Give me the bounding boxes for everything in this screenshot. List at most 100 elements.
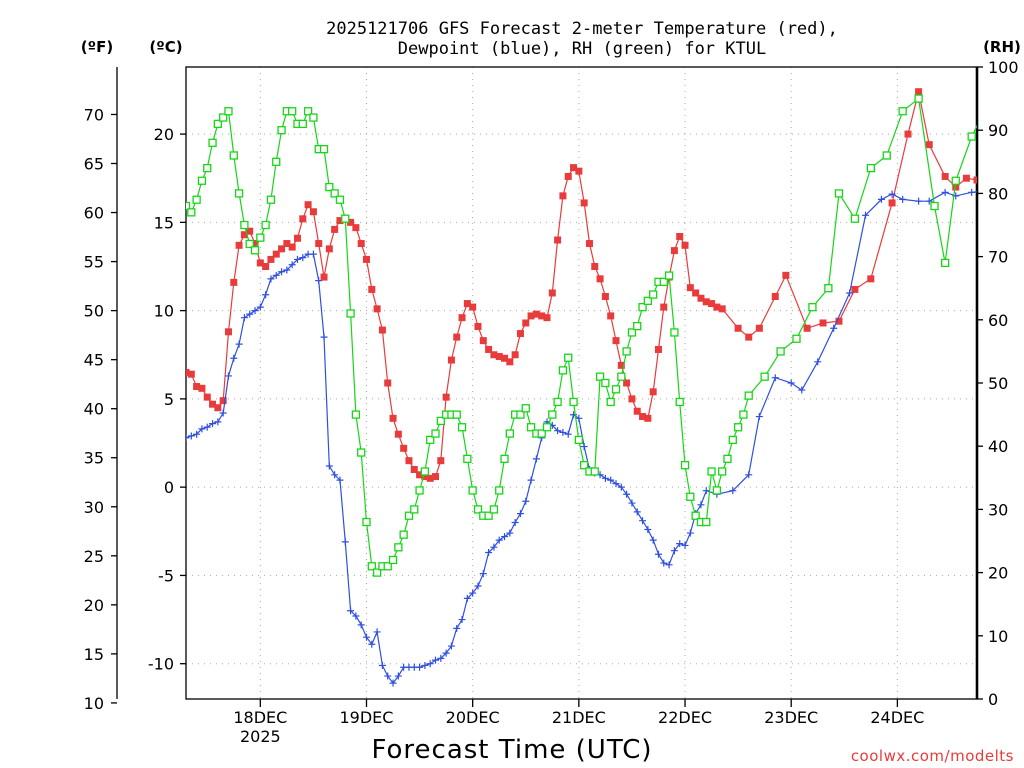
rh-tick-label: 90 — [988, 121, 1008, 140]
temperature-point — [394, 430, 402, 438]
temperature-point — [485, 345, 493, 353]
rh-point — [776, 347, 785, 356]
rh-point — [388, 555, 398, 565]
dewpoint-point — [198, 425, 206, 433]
rh-point — [484, 511, 493, 520]
temperature-point — [437, 457, 445, 465]
dewpoint-point — [686, 529, 694, 537]
temperature-point — [304, 201, 312, 209]
x-tick-label: 18DEC — [233, 708, 287, 727]
rh-point — [595, 372, 605, 381]
rh-point — [420, 467, 430, 476]
temperature-point — [681, 241, 689, 249]
temperature-point — [400, 444, 408, 452]
temperature-point — [511, 351, 519, 359]
rh-point — [633, 321, 642, 331]
rh-point — [192, 195, 201, 204]
rh-point — [346, 309, 355, 318]
temperature-point — [580, 199, 588, 207]
rh-point — [670, 328, 679, 337]
fahrenheit-tick-label: 60 — [84, 204, 104, 223]
rh-point — [882, 151, 891, 160]
rh-point — [372, 568, 382, 577]
rh-point — [505, 429, 514, 438]
rh-point — [468, 486, 477, 495]
rh-point — [718, 467, 727, 476]
temperature-point — [288, 243, 296, 251]
dewpoint-point — [421, 661, 429, 669]
rh-point — [240, 220, 249, 230]
temperature-point — [617, 361, 625, 369]
dewpoint-point — [246, 310, 254, 318]
rh-point — [457, 423, 467, 432]
dewpoint-point — [352, 612, 360, 620]
celsius-unit-label: (ºC) — [149, 38, 182, 56]
temperature-point — [888, 199, 896, 207]
x-tick-label: 20DEC — [446, 708, 500, 727]
rh-point — [266, 195, 276, 204]
rh-tick-label: 40 — [988, 437, 1008, 456]
dewpoint-point — [516, 510, 524, 518]
temperature-point — [575, 167, 583, 175]
temperature-point — [548, 289, 556, 297]
rh-point — [325, 182, 334, 192]
temperature-point — [267, 255, 275, 263]
dewpoint-point — [256, 303, 264, 311]
rh-point — [367, 562, 376, 571]
temperature-point — [198, 384, 206, 392]
fahrenheit-tick-label: 20 — [84, 596, 104, 615]
temperature-point — [952, 183, 960, 191]
dewpoint-point — [639, 517, 647, 525]
rh-point — [617, 372, 626, 381]
dewpoint-point — [384, 672, 392, 680]
fahrenheit-tick-label: 25 — [84, 547, 104, 566]
rh-point — [580, 461, 589, 470]
dewpoint-point — [230, 354, 238, 362]
dewpoint-point — [214, 418, 222, 426]
dewpoint-point — [665, 561, 673, 569]
temperature-point — [654, 345, 662, 353]
rh-point — [431, 429, 440, 438]
temperature-point — [230, 278, 238, 286]
dewpoint-point — [240, 314, 248, 322]
dewpoint-point — [209, 420, 217, 428]
celsius-tick-label: 20 — [154, 125, 174, 144]
dewpoint-point — [341, 538, 349, 546]
dewpoint-point — [373, 628, 381, 636]
rh-point — [516, 410, 525, 419]
dewpoint-point — [495, 536, 503, 544]
temperature-point — [591, 262, 599, 270]
temperature-point — [246, 227, 254, 235]
rh-point — [187, 208, 196, 217]
rh-point — [463, 454, 472, 463]
dewpoint-point — [654, 550, 662, 558]
rh-point — [686, 492, 695, 501]
rh-point — [739, 410, 748, 419]
temperature-point — [755, 324, 763, 332]
rh-point — [649, 290, 658, 299]
rh-tick-label: 50 — [988, 374, 1008, 393]
temperature-point — [649, 388, 657, 396]
x-axis-label: Forecast Time (UTC) — [371, 735, 652, 765]
temperature-point — [442, 393, 450, 401]
rh-point — [808, 303, 817, 312]
dewpoint-point — [251, 307, 259, 315]
temperature-point — [782, 271, 790, 279]
dewpoint-point — [755, 413, 763, 421]
rh-point — [606, 397, 615, 407]
rh-point — [914, 94, 923, 103]
rh-point — [723, 454, 732, 463]
dewpoint-point — [336, 476, 344, 484]
temperature-point — [585, 240, 593, 248]
temperature-point — [283, 240, 291, 248]
dewpoint-point — [612, 480, 620, 488]
rh-point — [564, 353, 573, 362]
dewpoint-point — [697, 501, 705, 509]
rh-point — [500, 454, 509, 463]
fahrenheit-tick-label: 10 — [84, 694, 104, 713]
rh-point — [940, 258, 950, 268]
rh-point — [638, 303, 647, 312]
temperature-point — [686, 284, 694, 292]
temperature-point — [559, 192, 567, 200]
rh-point — [357, 448, 366, 457]
